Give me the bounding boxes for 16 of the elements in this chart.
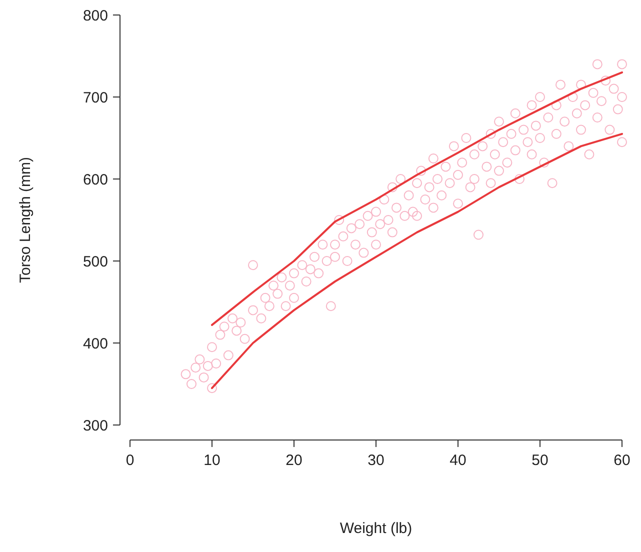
x-tick-label: 10: [204, 452, 220, 469]
x-tick-label: 40: [450, 452, 466, 469]
x-axis-title: Weight (lb): [340, 520, 412, 537]
y-tick-label: 300: [82, 417, 108, 434]
y-tick-label: 500: [82, 253, 108, 270]
x-tick-label: 50: [532, 452, 548, 469]
y-tick-label: 600: [82, 171, 108, 188]
y-axis-title: Torso Length (mm): [17, 157, 34, 283]
x-tick-label: 60: [614, 452, 630, 469]
y-tick-label: 400: [82, 335, 108, 352]
x-tick-label: 20: [286, 452, 302, 469]
line-series: [211, 71, 623, 326]
x-tick-label: 0: [126, 452, 134, 469]
y-tick-label: 700: [82, 89, 108, 106]
x-tick-label: 30: [368, 452, 384, 469]
y-tick-label: 800: [82, 7, 108, 24]
